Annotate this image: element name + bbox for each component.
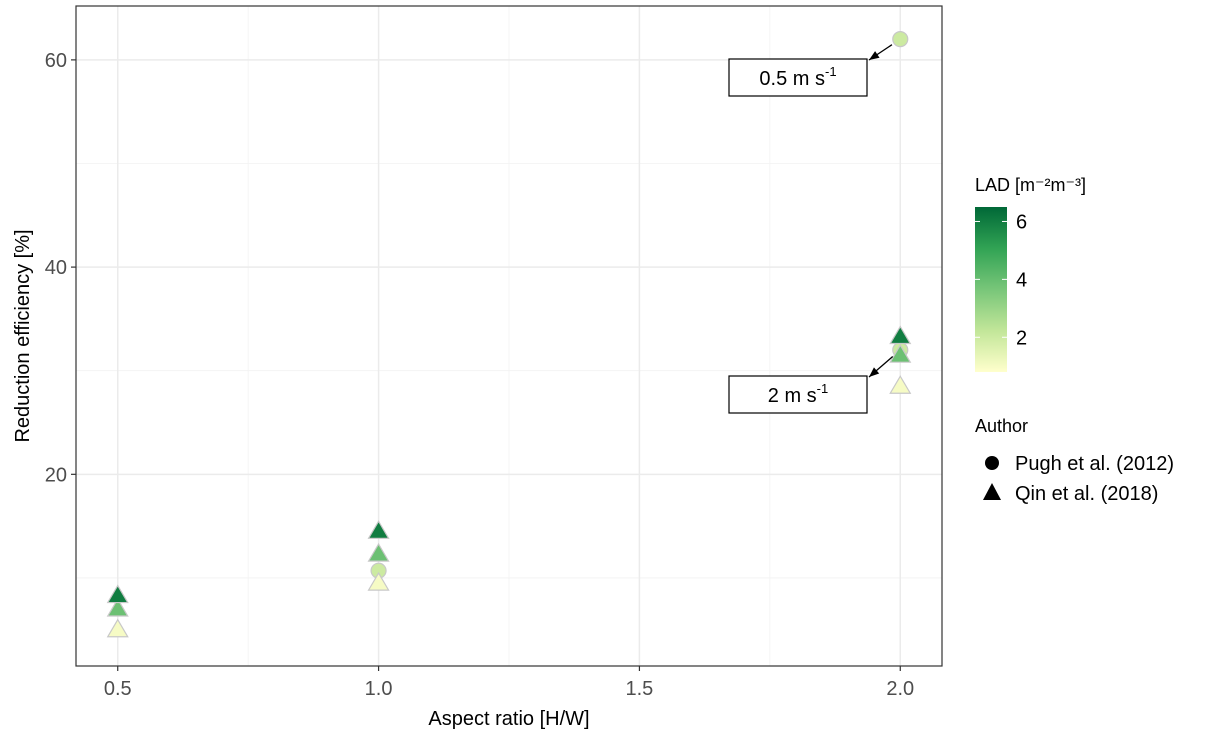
legend-triangle-icon (983, 483, 1001, 500)
data-point-triangle (106, 584, 129, 604)
grid-minor (76, 6, 942, 666)
y-axis: 20 40 60 (45, 50, 76, 486)
color-bar (975, 207, 1007, 372)
color-bar-tick-label: 6 (1016, 211, 1027, 233)
annotations: 0.5 m s-1 2 m s-1 (728, 44, 894, 414)
color-legend-title: LAD [m⁻²m⁻³] (975, 175, 1086, 195)
annotation-arrowhead (869, 367, 880, 377)
color-legend: LAD [m⁻²m⁻³] 2 4 6 (975, 175, 1086, 372)
data-point-triangle (367, 520, 390, 539)
color-bar-tick-label: 4 (1016, 269, 1027, 291)
data-point-triangle (106, 597, 129, 617)
data-point-triangle (367, 542, 390, 562)
y-tick-label: 40 (45, 257, 67, 279)
x-axis: 0.5 1.0 1.5 2.0 (104, 666, 914, 700)
annotation-box (728, 375, 868, 414)
color-bar-tick-label: 2 (1016, 327, 1027, 349)
data-point-triangle (889, 375, 912, 394)
data-point-triangle (889, 325, 912, 345)
y-axis-title: Reduction efficiency [%] (12, 229, 34, 442)
plot-border (75, 5, 943, 667)
annotation-arrowhead (869, 51, 880, 60)
legend-label-pugh: Pugh et al. (2012) (1015, 453, 1174, 475)
x-tick-label: 1.5 (626, 678, 654, 700)
data-point-triangle (889, 343, 912, 363)
data-point-circle (892, 31, 909, 48)
annotation-label: 2 m s-1 (728, 356, 894, 414)
data-point-triangle (367, 571, 390, 591)
data-point-triangle (106, 618, 129, 638)
y-tick-label: 60 (45, 50, 67, 72)
x-tick-label: 0.5 (104, 678, 132, 700)
color-legend-title-unit: [m⁻²m⁻³] (1015, 175, 1086, 195)
x-tick-label: 2.0 (886, 678, 914, 700)
x-axis-title: Aspect ratio [H/W] (428, 708, 589, 730)
annotation-box (728, 58, 868, 97)
x-tick-label: 1.0 (365, 678, 393, 700)
annotation-text: 2 m s-1 (768, 381, 828, 407)
legend-label-qin: Qin et al. (2018) (1015, 483, 1158, 505)
legend-circle-icon (985, 456, 999, 470)
y-tick-label: 20 (45, 464, 67, 486)
shape-legend: Author Pugh et al. (2012) Qin et al. (20… (975, 416, 1174, 505)
data-points (106, 31, 912, 638)
annotation-text: 0.5 m s-1 (759, 64, 836, 90)
color-bar-ticks: 2 4 6 (975, 211, 1027, 349)
annotation-label: 0.5 m s-1 (728, 44, 893, 97)
shape-legend-title: Author (975, 416, 1028, 436)
color-legend-title-main: LAD (975, 175, 1010, 195)
